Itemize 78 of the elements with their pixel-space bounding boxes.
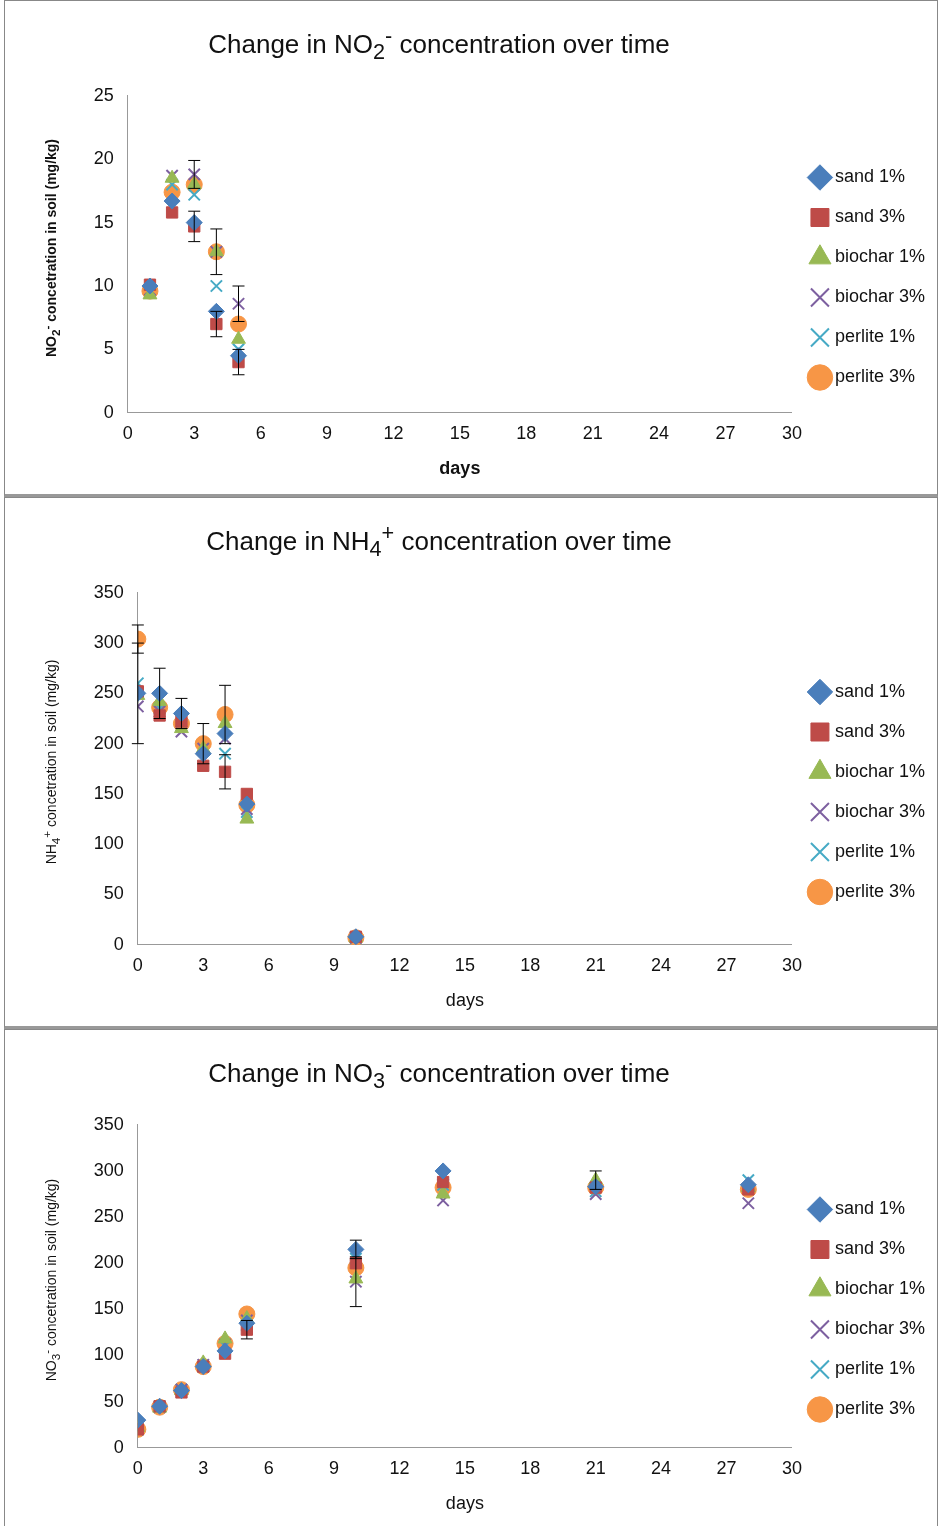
y-tick-label: 0 [103,401,114,422]
x-tick-label: 6 [263,954,274,975]
legend-label: sand 3% [834,1238,906,1259]
legend-label: biochar 1% [834,246,926,267]
x-tick-label: 30 [781,1457,802,1478]
legend-label: biochar 1% [834,1278,926,1299]
x-tick-label: 27 [716,1457,737,1478]
y-tick-label: 50 [103,883,124,904]
x-tick-label: 24 [651,1457,672,1478]
x-tick-label: 3 [198,1457,209,1478]
y-tick-label: 300 [93,632,124,653]
x-tick-label: 12 [389,1457,410,1478]
y-tick-label: 150 [93,782,124,803]
legend-label: biochar 3% [834,1318,926,1339]
y-tick-label: 300 [93,1159,124,1180]
legend-label: perlite 1% [834,326,915,347]
chart-title: Change in NH$_{4}$$^{+}$ concentration over time [205,520,673,562]
x-axis-title: days [439,458,481,479]
x-tick-label: 27 [715,422,736,443]
y-tick-label: 350 [93,1113,124,1134]
y-tick-label: 200 [93,732,124,753]
x-tick-label: 9 [329,954,340,975]
x-tick-label: 21 [582,422,603,443]
x-tick-label: 21 [585,954,606,975]
x-tick-label: 15 [449,422,470,443]
x-tick-label: 24 [651,954,672,975]
x-axis-title: days [445,990,484,1011]
y-tick-label: 20 [93,148,114,169]
x-tick-label: 6 [255,422,266,443]
y-tick-label: 25 [93,84,114,105]
x-tick-label: 15 [454,954,475,975]
y-tick-label: 350 [93,581,124,602]
legend-label: biochar 1% [834,760,926,781]
x-tick-label: 0 [132,954,143,975]
legend-label: perlite 1% [834,1358,915,1379]
x-tick-label: 18 [520,954,541,975]
x-tick-label: 27 [716,954,737,975]
y-tick-label: 250 [93,682,124,703]
legend-label: sand 1% [834,680,906,701]
x-tick-label: 30 [781,954,802,975]
x-tick-label: 18 [520,1457,541,1478]
x-tick-label: 15 [454,1457,475,1478]
x-tick-label: 30 [781,422,802,443]
legend-label: perlite 1% [834,840,915,861]
legend-label: biochar 3% [834,286,926,307]
chart-title: Change in NO$_{2}$$^{-}$ concentration over time [207,23,671,65]
x-tick-label: 24 [649,422,670,443]
chart-title: Change in NO$_{3}$$^{-}$ concentration over time [207,1052,671,1094]
y-tick-label: 0 [113,1436,124,1457]
y-tick-label: 100 [93,1344,124,1365]
y-tick-label: 5 [103,338,114,359]
legend-label: sand 3% [834,206,906,227]
x-axis-title: days [445,1493,484,1514]
legend-label: perlite 3% [834,880,915,901]
y-tick-label: 15 [93,211,114,232]
x-tick-label: 3 [198,954,209,975]
x-tick-label: 6 [263,1457,274,1478]
y-tick-label: 100 [93,833,124,854]
legend-label: sand 3% [834,720,906,741]
y-tick-label: 0 [113,933,124,954]
y-tick-label: 200 [93,1252,124,1273]
x-tick-label: 12 [383,422,404,443]
y-tick-label: 50 [103,1390,124,1411]
legend-label: sand 1% [834,1198,906,1219]
y-tick-label: 250 [93,1206,124,1227]
legend-label: biochar 3% [834,800,926,821]
legend-label: perlite 3% [834,366,915,387]
x-tick-label: 18 [516,422,537,443]
legend-label: sand 1% [834,166,906,187]
x-tick-label: 9 [322,422,333,443]
x-tick-label: 9 [329,1457,340,1478]
legend-label: perlite 3% [834,1398,915,1419]
x-tick-label: 0 [132,1457,143,1478]
x-tick-label: 12 [389,954,410,975]
y-tick-label: 10 [93,274,114,295]
x-tick-label: 21 [585,1457,606,1478]
y-tick-label: 150 [93,1298,124,1319]
x-tick-label: 3 [189,422,200,443]
